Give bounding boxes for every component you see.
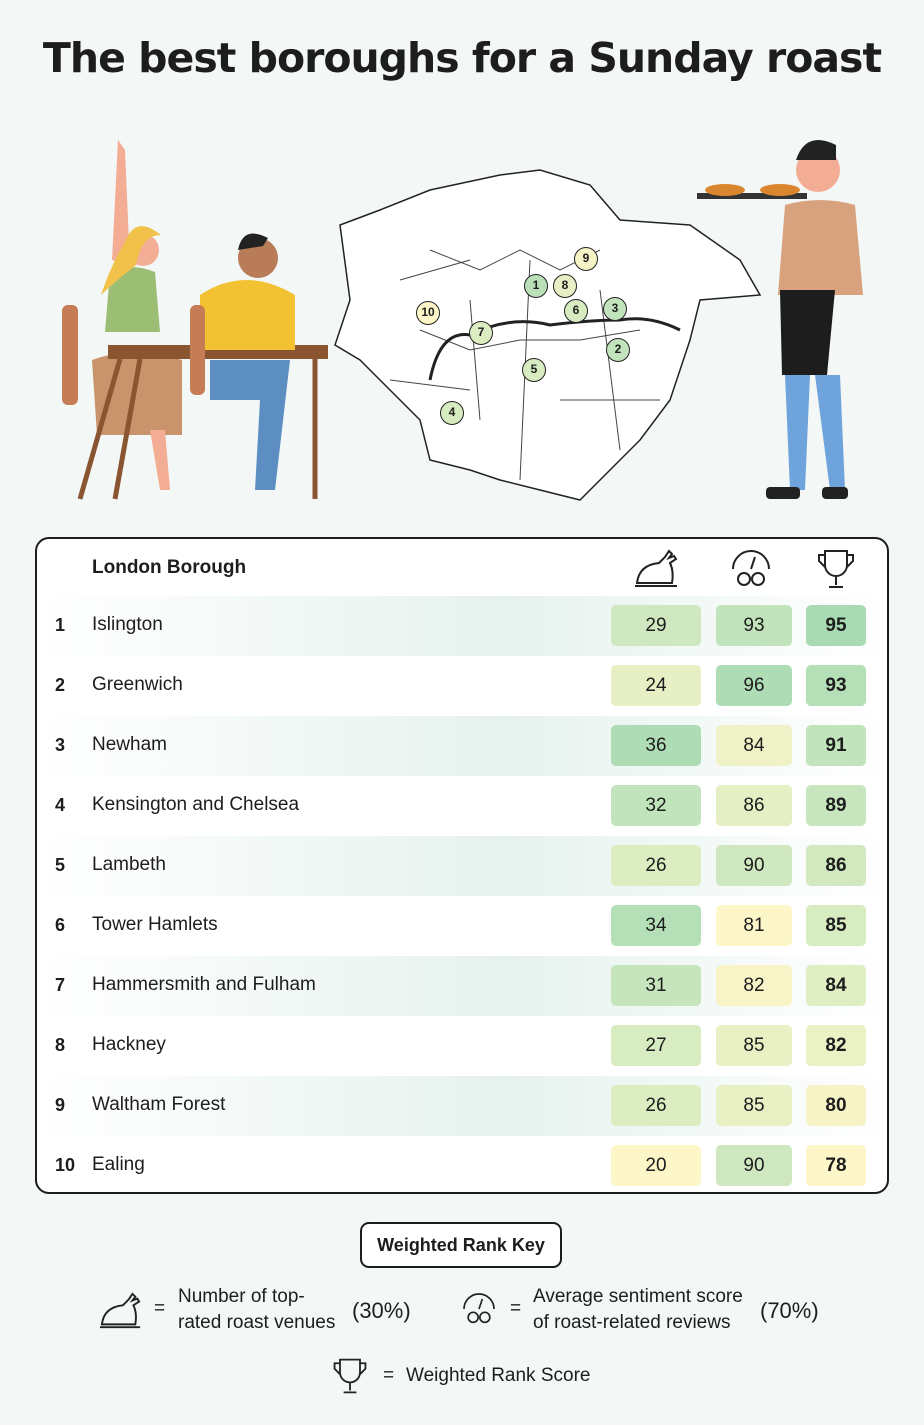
- venues-cell: 36: [611, 725, 701, 766]
- key-score-label: Weighted Rank Score: [406, 1365, 591, 1386]
- map-marker: 4: [440, 401, 464, 425]
- score-cell: 89: [806, 785, 866, 826]
- rank: 2: [55, 675, 66, 695]
- sentiment-cell: 85: [716, 1025, 792, 1066]
- score-cell: 91: [806, 725, 866, 766]
- woman-illustration: [62, 140, 182, 490]
- key-equals-1: =: [154, 1298, 166, 1319]
- map-marker: 7: [469, 321, 493, 345]
- borough-name: Greenwich: [92, 674, 183, 695]
- venues-cell: 32: [611, 785, 701, 826]
- rank: 8: [55, 1035, 66, 1055]
- weighted-rank-key-title: Weighted Rank Key: [360, 1222, 562, 1268]
- venues-cell: 26: [611, 845, 701, 886]
- score-cell: 82: [806, 1025, 866, 1066]
- sentiment-cell: 96: [716, 665, 792, 706]
- venues-cell: 26: [611, 1085, 701, 1126]
- key-roast-chicken-icon: [100, 1292, 141, 1329]
- venues-cell: 24: [611, 665, 701, 706]
- score-cell: 86: [806, 845, 866, 886]
- rank: 5: [55, 855, 66, 875]
- map-marker: 8: [553, 274, 577, 298]
- roast-chicken-icon: [635, 549, 678, 587]
- table-row: 1 Islington 29 93 95: [37, 596, 887, 656]
- table-row: 5 Lambeth 26 90 86: [37, 836, 887, 896]
- map-marker: 5: [522, 358, 546, 382]
- rank: 9: [55, 1095, 66, 1115]
- sentiment-cell: 93: [716, 605, 792, 646]
- map-marker: 1: [524, 274, 548, 298]
- sentiment-cell: 86: [716, 785, 792, 826]
- score-cell: 78: [806, 1145, 866, 1186]
- map-marker: 10: [416, 301, 440, 325]
- rankings-table: London Borough 1 Islington 29 93 95 2 Gre…: [35, 537, 889, 1194]
- borough-name: Islington: [92, 614, 163, 635]
- venues-cell: 20: [611, 1145, 701, 1186]
- rank: 7: [55, 975, 66, 995]
- sentiment-cell: 90: [716, 845, 792, 886]
- map-marker: 3: [603, 297, 627, 321]
- table-row: 7 Hammersmith and Fulham 31 82 84: [37, 956, 887, 1016]
- sentiment-cell: 85: [716, 1085, 792, 1126]
- table-row: 10 Ealing 20 90 78: [37, 1136, 887, 1192]
- score-cell: 95: [806, 605, 866, 646]
- score-cell: 84: [806, 965, 866, 1006]
- table-row: 3 Newham 36 84 91: [37, 716, 887, 776]
- map-marker: 2: [606, 338, 630, 362]
- table-row: 8 Hackney 27 85 82: [37, 1016, 887, 1076]
- key-equals-2: =: [510, 1298, 522, 1319]
- map-marker: 6: [564, 299, 588, 323]
- venues-cell: 34: [611, 905, 701, 946]
- score-cell: 93: [806, 665, 866, 706]
- key-sentiment-weight: (70%): [760, 1298, 819, 1323]
- borough-name: Waltham Forest: [92, 1094, 226, 1115]
- key-sentiment-line1: Average sentiment score: [533, 1286, 743, 1307]
- sentiment-cell: 90: [716, 1145, 792, 1186]
- venues-cell: 31: [611, 965, 701, 1006]
- key-sentiment-gauge-icon: [463, 1293, 495, 1324]
- borough-name: Hammersmith and Fulham: [92, 974, 316, 995]
- borough-name: Tower Hamlets: [92, 914, 218, 935]
- rank: 3: [55, 735, 66, 755]
- key-venues-weight: (30%): [352, 1298, 411, 1323]
- rank: 10: [55, 1155, 76, 1175]
- man-illustration: [190, 233, 295, 490]
- table-row: 2 Greenwich 24 96 93: [37, 656, 887, 716]
- score-cell: 80: [806, 1085, 866, 1126]
- key-venues-line1: Number of top-: [178, 1286, 305, 1307]
- key-venues-line2: rated roast venues: [178, 1312, 336, 1333]
- trophy-icon: [818, 550, 854, 588]
- page-title: The best boroughs for a Sunday roast: [42, 34, 882, 82]
- waiter-illustration: [697, 140, 863, 499]
- london-map: [334, 169, 762, 501]
- key-sentiment-line2: of roast-related reviews: [533, 1312, 731, 1333]
- illustration: [62, 140, 863, 501]
- sentiment-gauge-icon: [732, 550, 770, 586]
- table-row: 4 Kensington and Chelsea 32 86 89: [37, 776, 887, 836]
- borough-name: Lambeth: [92, 854, 166, 875]
- borough-name: Newham: [92, 734, 167, 755]
- sentiment-cell: 82: [716, 965, 792, 1006]
- key-trophy-icon: [333, 1358, 367, 1394]
- borough-name: Hackney: [92, 1034, 166, 1055]
- venues-cell: 27: [611, 1025, 701, 1066]
- rank: 1: [55, 615, 66, 635]
- key-equals-3: =: [383, 1365, 395, 1386]
- rank: 4: [55, 795, 66, 815]
- venues-cell: 29: [611, 605, 701, 646]
- borough-name: Kensington and Chelsea: [92, 794, 300, 815]
- column-header-borough: London Borough: [92, 557, 247, 578]
- sentiment-cell: 81: [716, 905, 792, 946]
- sentiment-cell: 84: [716, 725, 792, 766]
- map-marker: 9: [574, 247, 598, 271]
- table-row: 6 Tower Hamlets 34 81 85: [37, 896, 887, 956]
- table-row: 9 Waltham Forest 26 85 80: [37, 1076, 887, 1136]
- rank: 6: [55, 915, 66, 935]
- borough-name: Ealing: [92, 1154, 145, 1175]
- score-cell: 85: [806, 905, 866, 946]
